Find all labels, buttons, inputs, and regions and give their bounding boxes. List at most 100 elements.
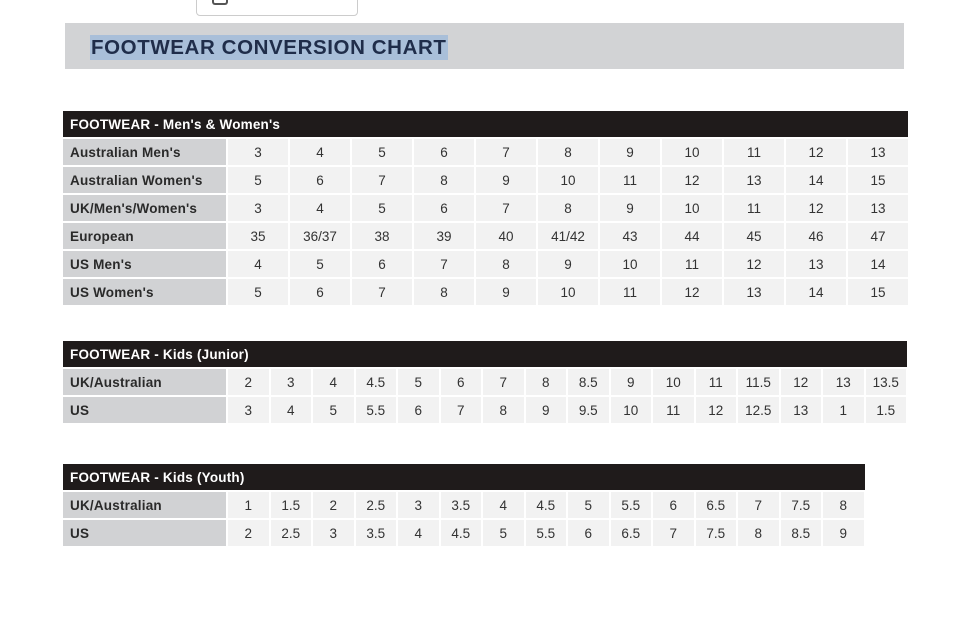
size-cell: 1.5: [865, 397, 906, 423]
row-label: UK/Australian: [63, 492, 226, 518]
size-cell: 7.5: [780, 492, 821, 518]
page-title: FOOTWEAR CONVERSION CHART: [90, 35, 448, 60]
size-cell: 35: [228, 223, 288, 249]
row-label: European: [63, 223, 226, 249]
size-cell: 11: [653, 397, 694, 423]
size-cell: 13: [724, 279, 784, 305]
size-cell: 7: [738, 492, 779, 518]
size-cell: 4: [270, 397, 311, 423]
size-cell: 10: [538, 167, 598, 193]
size-cell: 5: [290, 251, 350, 277]
size-cell: 6: [352, 251, 412, 277]
size-cell: 14: [786, 167, 846, 193]
size-cell: 1.5: [270, 492, 311, 518]
size-cell: 3: [270, 369, 311, 395]
size-cell: 9: [538, 251, 598, 277]
size-cell: 9: [600, 195, 660, 221]
size-cell: 5: [352, 139, 412, 165]
size-cell: 5.5: [355, 397, 396, 423]
size-cell: 8: [414, 167, 474, 193]
size-cell: 8: [538, 195, 598, 221]
table-row: European 35 36/37 38 39 40 41/42 43 44 45 46 47: [63, 223, 908, 249]
size-cell: 7.5: [695, 520, 736, 546]
table-heading: FOOTWEAR - Kids (Junior): [63, 341, 907, 367]
size-cell: 12: [662, 279, 722, 305]
size-cell: 15: [848, 279, 908, 305]
size-cell: 11.5: [738, 369, 779, 395]
table-row: Australian Women's 5 6 7 8 9 10 11 12 13 14 15: [63, 167, 908, 193]
size-cell: 4: [290, 195, 350, 221]
size-cell: 5.5: [610, 492, 651, 518]
size-cell: 6: [398, 397, 439, 423]
size-cell: 10: [538, 279, 598, 305]
size-cell: 13: [724, 167, 784, 193]
size-cell: 45: [724, 223, 784, 249]
clipboard-icon: [212, 0, 228, 5]
size-cell: 11: [600, 279, 660, 305]
row-label: US Men's: [63, 251, 226, 277]
row-label: US Women's: [63, 279, 226, 305]
kids-junior-table: FOOTWEAR - Kids (Junior) UK/Australian 2 3 4…: [63, 341, 907, 423]
size-cell: 43: [600, 223, 660, 249]
size-cell: 3: [228, 195, 288, 221]
size-cell: 9.5: [568, 397, 609, 423]
size-cell: 2.5: [270, 520, 311, 546]
context-popup[interactable]: [196, 0, 358, 16]
size-cell: 7: [653, 520, 694, 546]
size-cell: 10: [662, 139, 722, 165]
size-cell: 13: [823, 369, 864, 395]
size-cell: 7: [483, 369, 524, 395]
size-cell: 47: [848, 223, 908, 249]
row-label: Australian Men's: [63, 139, 226, 165]
size-cell: 5: [352, 195, 412, 221]
size-cell: 44: [662, 223, 722, 249]
size-cell: 4: [313, 369, 354, 395]
table-row: Australian Men's 3 4 5 6 7 8 9 10 11 12 13: [63, 139, 908, 165]
size-cell: 10: [662, 195, 722, 221]
kids-youth-table: FOOTWEAR - Kids (Youth) UK/Australian 1 1.5…: [63, 464, 865, 546]
size-cell: 8: [823, 492, 864, 518]
table-row: US Women's 5 6 7 8 9 10 11 12 13 14 15: [63, 279, 908, 305]
table-row: US 3 4 5 5.5 6 7 8 9 9.5 10 11 12 12.5 13 1 1.5: [63, 397, 907, 423]
size-cell: 11: [724, 195, 784, 221]
table-row: UK/Australian 2 3 4 4.5 5 6 7 8 8.5 9 10 11 11.5 12 13 1…: [63, 369, 907, 395]
size-cell: 4: [228, 251, 288, 277]
size-cell: 6: [568, 520, 609, 546]
size-cell: 3: [313, 520, 354, 546]
size-cell: 40: [476, 223, 536, 249]
size-cell: 8: [483, 397, 524, 423]
size-cell: 8: [538, 139, 598, 165]
size-cell: 11: [724, 139, 784, 165]
size-cell: 6: [290, 279, 350, 305]
title-banner: FOOTWEAR CONVERSION CHART: [65, 23, 904, 69]
size-cell: 6: [414, 195, 474, 221]
size-cell: 5: [228, 167, 288, 193]
size-cell: 9: [610, 369, 651, 395]
size-cell: 4.5: [525, 492, 566, 518]
mens-womens-table: FOOTWEAR - Men's & Women's Australian Men…: [63, 111, 908, 305]
size-cell: 2: [313, 492, 354, 518]
size-cell: 4.5: [355, 369, 396, 395]
size-cell: 12: [786, 139, 846, 165]
size-cell: 12: [662, 167, 722, 193]
size-cell: 8: [738, 520, 779, 546]
size-cell: 1: [228, 492, 269, 518]
table-row: UK/Australian 1 1.5 2 2.5 3 3.5 4 4.5 5 5.5 6 6.5 7 7.…: [63, 492, 865, 518]
size-cell: 8: [525, 369, 566, 395]
size-cell: 4: [483, 492, 524, 518]
size-cell: 10: [610, 397, 651, 423]
size-cell: 9: [525, 397, 566, 423]
size-cell: 8.5: [568, 369, 609, 395]
size-cell: 5: [483, 520, 524, 546]
size-cell: 7: [476, 139, 536, 165]
size-cell: 2: [228, 369, 269, 395]
size-cell: 7: [476, 195, 536, 221]
row-label: Australian Women's: [63, 167, 226, 193]
size-cell: 6: [290, 167, 350, 193]
size-cell: 7: [440, 397, 481, 423]
size-cell: 9: [476, 279, 536, 305]
size-cell: 11: [600, 167, 660, 193]
size-cell: 5: [228, 279, 288, 305]
size-cell: 6.5: [695, 492, 736, 518]
size-cell: 15: [848, 167, 908, 193]
